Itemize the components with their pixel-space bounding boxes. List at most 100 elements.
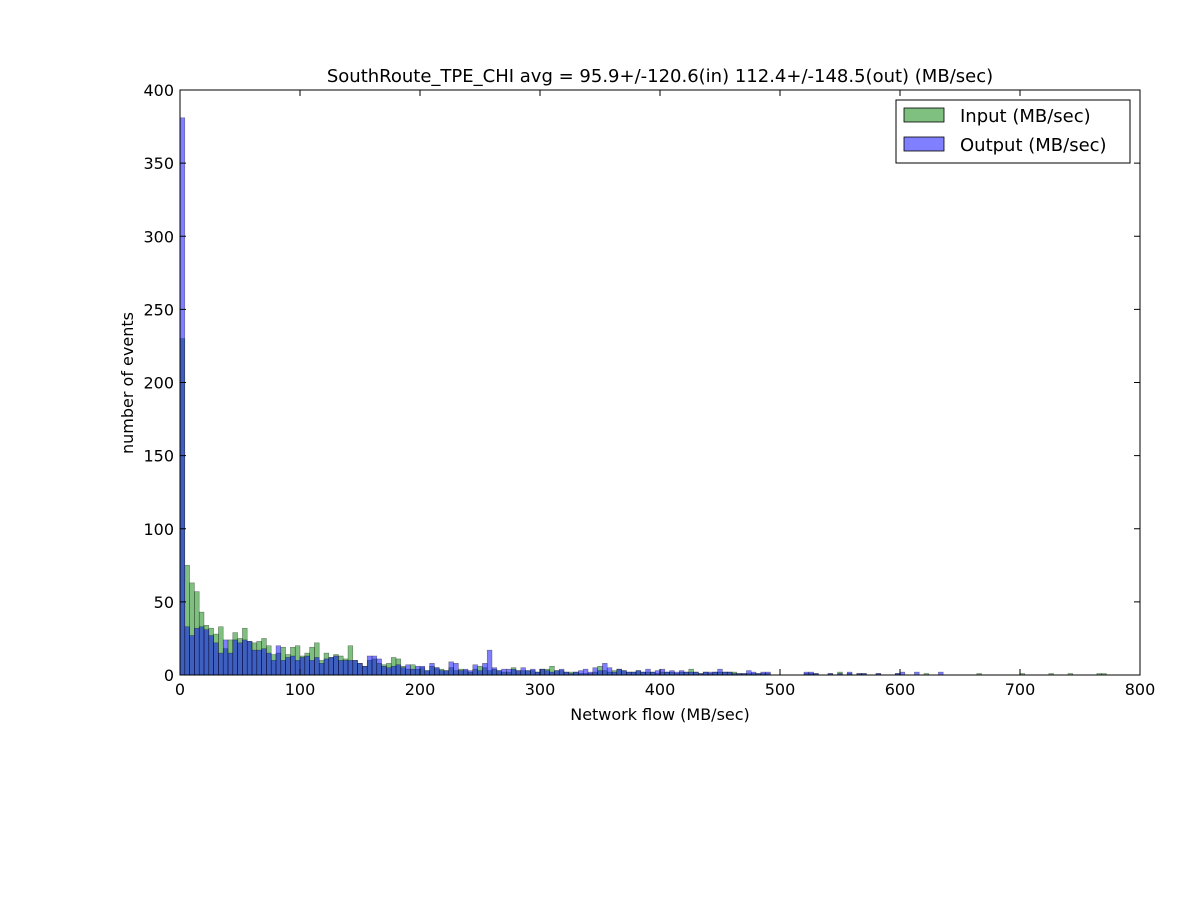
histogram-bar [213, 642, 219, 676]
histogram-bar [486, 649, 493, 676]
histogram-bar [669, 670, 675, 676]
histogram-bar [290, 655, 296, 676]
histogram-bar [314, 657, 320, 676]
histogram-bar [678, 670, 685, 676]
histogram-bar [371, 655, 378, 676]
y-tick-label: 150 [143, 447, 174, 466]
histogram-bar [237, 642, 243, 676]
y-tick-label: 0 [164, 666, 174, 685]
x-tick-label: 200 [405, 680, 436, 699]
histogram-bar [309, 660, 315, 676]
histogram-bar [280, 660, 286, 676]
histogram-bar [256, 649, 262, 676]
histogram-bar [448, 661, 454, 676]
x-tick-label: 0 [175, 680, 185, 699]
x-tick-label: 600 [885, 680, 916, 699]
histogram-bar [597, 670, 603, 676]
histogram-bar [530, 668, 536, 676]
histogram-bar [582, 668, 589, 676]
histogram-bar [635, 670, 642, 676]
y-tick-label: 350 [143, 154, 174, 173]
histogram-bar [184, 626, 190, 676]
legend-label-output: Output (MB/sec) [960, 135, 1107, 156]
histogram-bar [578, 670, 584, 676]
histogram-bar [472, 664, 478, 676]
histogram-bar [410, 668, 416, 676]
histogram-bar [525, 670, 531, 676]
ticks-layer: 0 100 200 300 400 500 600 700 800 0 50 100 150 200 250… [143, 81, 1155, 699]
histogram-bar [496, 670, 502, 676]
series-0-bars [179, 338, 1107, 676]
histogram-bar [222, 639, 229, 676]
histogram-bar [381, 665, 387, 676]
x-tick-label: 100 [285, 680, 316, 699]
histogram-bar [347, 660, 354, 676]
histogram-bar [405, 664, 411, 676]
histogram-bar [462, 668, 469, 676]
histogram-bar [400, 667, 406, 676]
histogram-bar [266, 652, 272, 676]
histogram-bar [467, 670, 474, 676]
histogram-bar [443, 670, 450, 676]
histogram-bar [544, 670, 550, 676]
y-tick-label: 300 [143, 227, 174, 246]
histogram-bar [203, 629, 210, 676]
histogram-bar [438, 670, 445, 676]
histogram-bar [539, 668, 546, 676]
plot-frame [179, 89, 1141, 676]
histogram-bar [390, 665, 397, 676]
histogram-bar [366, 655, 373, 676]
x-axis-label: Network flow (MB/sec) [570, 705, 750, 724]
histogram-bar [318, 663, 325, 676]
histogram-bar [218, 652, 224, 676]
histogram-bar [294, 660, 301, 676]
legend-swatch-input [903, 107, 945, 123]
histogram-bar [395, 664, 402, 676]
histogram-bar [227, 652, 234, 676]
histogram-bar [602, 663, 608, 676]
histogram-bar [376, 658, 382, 676]
histogram-bar [717, 668, 723, 676]
y-tick-label: 200 [143, 374, 174, 393]
histogram-bar [592, 667, 598, 676]
histogram-bar [477, 670, 483, 676]
x-tick-label: 700 [1005, 680, 1036, 699]
histogram-bar [458, 670, 464, 676]
histogram-bar [194, 627, 200, 676]
histogram-bar [621, 670, 627, 676]
legend-swatch-output [903, 136, 945, 152]
histogram-bar [323, 658, 330, 676]
histogram-bar [645, 668, 651, 676]
histogram-bar [554, 670, 560, 676]
histogram-bar [357, 663, 363, 676]
y-tick-label: 400 [143, 81, 174, 100]
histogram-bar [285, 657, 291, 676]
y-axis-label: number of events [118, 312, 137, 454]
histogram-bar [424, 670, 430, 676]
histogram-bar [208, 635, 214, 676]
histogram-bar [434, 667, 440, 676]
histogram-bar [606, 667, 613, 676]
histogram-bar [352, 660, 358, 676]
histogram-bar [654, 670, 661, 676]
histogram-bar [659, 668, 666, 676]
histogram-bar [453, 663, 459, 676]
chart-title: SouthRoute_TPE_CHI avg = 95.9+/-120.6(in… [327, 66, 993, 87]
histogram-bar [510, 668, 517, 676]
histogram-bar [558, 668, 565, 676]
histogram-bar [275, 645, 282, 676]
histogram-bar [414, 665, 421, 676]
histogram-bar [482, 663, 488, 676]
histogram-bar [232, 639, 238, 676]
y-tick-label: 250 [143, 300, 174, 319]
series-1-bars [179, 117, 944, 676]
histogram-bar [189, 635, 195, 676]
histogram-bar [491, 667, 498, 676]
histogram-bar [299, 657, 306, 676]
histogram-bar [179, 117, 186, 676]
histogram-bar [328, 657, 334, 676]
legend-label-input: Input (MB/sec) [960, 106, 1091, 127]
bars-layer [179, 117, 1107, 676]
histogram-bar [304, 655, 310, 676]
